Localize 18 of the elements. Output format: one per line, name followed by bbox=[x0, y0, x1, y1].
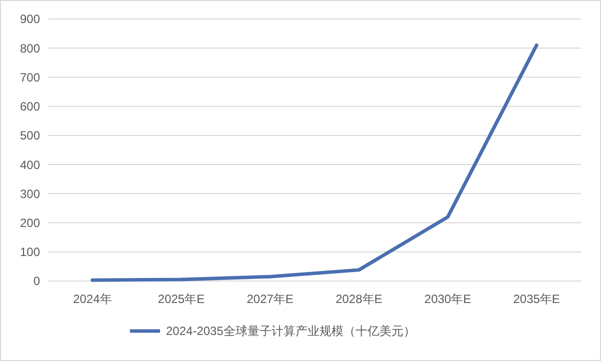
y-tick-label: 900 bbox=[20, 12, 40, 26]
x-tick-label: 2030年E bbox=[424, 292, 472, 306]
y-tick-label: 300 bbox=[20, 186, 40, 201]
y-tick-label: 800 bbox=[20, 41, 40, 56]
y-tick-label: 700 bbox=[20, 70, 40, 84]
y-tick-label: 400 bbox=[20, 158, 40, 172]
x-tick-label: 2035年E bbox=[513, 292, 560, 306]
legend-label: 2024-2035全球量子计算产业规模（十亿美元） bbox=[166, 324, 416, 338]
y-tick-label: 200 bbox=[20, 216, 40, 230]
y-tick-label: 100 bbox=[20, 245, 40, 260]
y-tick-label: 0 bbox=[33, 274, 40, 288]
y-tick-label: 500 bbox=[20, 128, 40, 143]
x-tick-label: 2028年E bbox=[336, 292, 382, 306]
line-series bbox=[90, 43, 538, 282]
x-tick-label: 2025年E bbox=[158, 292, 205, 306]
y-tick-label: 600 bbox=[20, 100, 40, 114]
x-tick-label: 2027年E bbox=[246, 292, 294, 306]
x-tick-label: 2024年 bbox=[73, 292, 112, 306]
